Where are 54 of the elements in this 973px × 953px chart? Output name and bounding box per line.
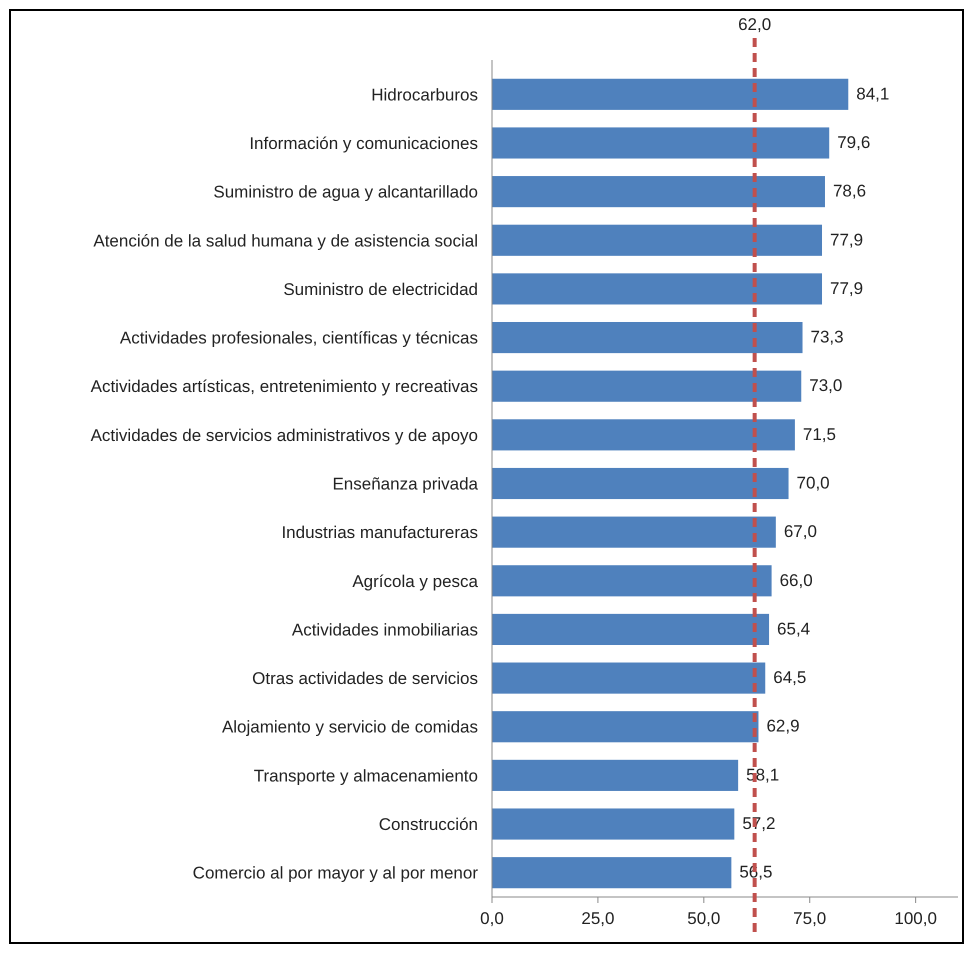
y-tick-label: Hidrocarburos bbox=[371, 85, 478, 104]
data-label: 67,0 bbox=[784, 522, 817, 542]
x-tick-label: 100,0 bbox=[894, 909, 937, 928]
x-tick-label: 75,0 bbox=[793, 909, 826, 928]
y-tick-label: Construcción bbox=[378, 815, 478, 834]
ref-line-label: 62,0 bbox=[738, 15, 772, 34]
data-label: 65,4 bbox=[777, 619, 810, 638]
y-tick-label: Agrícola y pesca bbox=[352, 572, 479, 591]
bar bbox=[492, 370, 802, 402]
y-tick-label: Atención de la salud humana y de asistencia social bbox=[93, 231, 478, 250]
data-label: 84,1 bbox=[856, 84, 890, 104]
x-tick-label: 25,0 bbox=[581, 909, 614, 928]
data-label: 79,6 bbox=[837, 132, 870, 152]
bar bbox=[492, 711, 758, 742]
y-tick-label: Actividades profesionales, científicas y técnicas bbox=[120, 328, 478, 348]
data-label: 71,5 bbox=[802, 424, 836, 444]
bar bbox=[492, 322, 803, 354]
y-tick-label: Transporte y almacenamiento bbox=[254, 766, 478, 786]
data-label: 66,0 bbox=[780, 570, 813, 590]
y-tick-label: Suministro de electricidad bbox=[283, 280, 478, 299]
data-label: 77,9 bbox=[830, 230, 864, 250]
bar bbox=[492, 224, 822, 256]
y-tick-label: Industrias manufactureras bbox=[281, 523, 478, 542]
bar bbox=[492, 78, 848, 110]
y-tick-label: Alojamiento y servicio de comidas bbox=[222, 718, 478, 737]
bar bbox=[492, 662, 766, 694]
bar bbox=[492, 857, 732, 888]
x-tick-label: 0,0 bbox=[480, 909, 504, 928]
y-tick-label: Otras actividades de servicios bbox=[252, 669, 478, 688]
bar bbox=[492, 468, 789, 500]
bar bbox=[492, 516, 776, 548]
y-tick-label: Comercio al por mayor y al por menor bbox=[192, 864, 478, 883]
bar bbox=[492, 565, 772, 596]
bar bbox=[492, 808, 734, 840]
bar bbox=[492, 419, 795, 450]
y-tick-label: Actividades de servicios administrativos y de apoyo bbox=[90, 426, 478, 445]
data-label: 77,9 bbox=[830, 278, 864, 298]
y-tick-label: Enseñanza privada bbox=[332, 474, 479, 494]
bar bbox=[492, 127, 830, 159]
bar bbox=[492, 176, 825, 208]
data-label: 78,6 bbox=[832, 182, 866, 201]
data-label: 73,0 bbox=[809, 376, 842, 396]
bar bbox=[492, 273, 822, 304]
data-label: 70,0 bbox=[796, 474, 830, 492]
bar bbox=[492, 614, 770, 646]
data-label: 73,3 bbox=[810, 328, 844, 347]
y-tick-label: Actividades inmobiliarias bbox=[292, 620, 478, 640]
data-label: 64,5 bbox=[773, 668, 806, 688]
bar bbox=[492, 760, 738, 791]
data-label: 62,9 bbox=[766, 716, 800, 736]
y-tick-label: Suministro de agua y alcantarillado bbox=[213, 182, 478, 202]
y-tick-label: Actividades artísticas, entretenimiento y recreativas bbox=[90, 377, 478, 396]
y-tick-label: Información y comunicaciones bbox=[249, 134, 478, 153]
x-tick-label: 50,0 bbox=[687, 909, 720, 928]
